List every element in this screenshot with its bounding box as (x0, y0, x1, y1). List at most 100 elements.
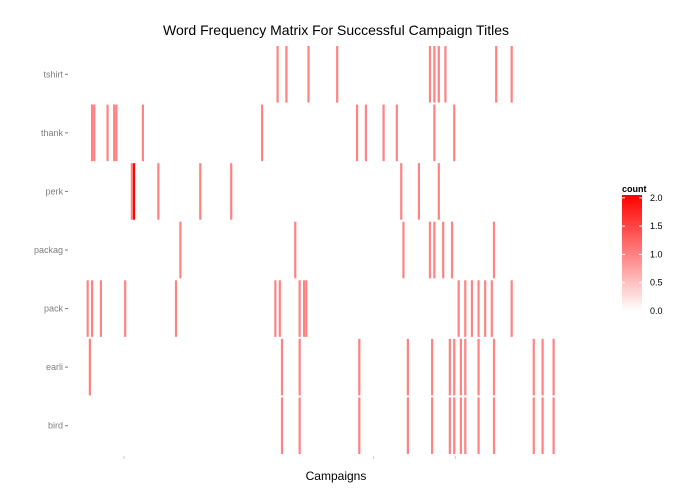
heatmap-cell-thank-33 (141, 104, 144, 162)
heatmap-cell-tshirt-200 (510, 46, 513, 103)
heatmap-cell-bird-96 (280, 397, 284, 454)
y-tick-label-thank: thank (41, 128, 64, 138)
heatmap-cell-earli-219 (552, 338, 555, 396)
heatmap-cell-pack-179 (464, 280, 467, 337)
legend: count 2.0 1.5 1.0 0.5 0.0 (622, 184, 663, 316)
heatmap-cell-perk-28 (130, 163, 133, 220)
heatmap-cell-earli-104 (298, 338, 301, 396)
heatmap-cell-thank-87 (261, 104, 264, 162)
heatmap-cell-tshirt-94 (276, 46, 279, 103)
heatmap-cell-pack-185 (477, 280, 480, 337)
heatmap-cell-perk-59 (199, 163, 202, 220)
heatmap-cell-packag-50 (179, 221, 182, 279)
heatmap-cell-bird-179 (464, 397, 467, 454)
heatmap-cell-earli-174 (453, 338, 456, 396)
heatmap-cell-bird-185 (477, 397, 480, 454)
heatmap-cell-thank-165 (433, 104, 436, 162)
heatmap-cell-earli-131 (358, 338, 361, 396)
heatmap-cell-bird-177 (459, 397, 462, 454)
heatmap-cell-tshirt-98 (285, 46, 288, 103)
heatmap-cell-pack-8 (86, 280, 89, 337)
y-tick-label-tshirt: tshirt (43, 69, 63, 79)
heatmap-cell-bird-210 (532, 397, 535, 454)
legend-tick-label-0: 2.0 (650, 193, 663, 203)
heatmap-cell-pack-48 (174, 280, 178, 337)
legend-tick-label-2: 1.0 (650, 249, 663, 259)
heatmap-cell-bird-192 (492, 397, 496, 454)
y-tick-label-packag: packag (34, 245, 63, 255)
heatmap-cell-earli-179 (464, 338, 467, 396)
heatmap-cell-tshirt-163 (428, 46, 432, 103)
heatmap-cell-earli-164 (431, 338, 434, 396)
heatmap-cell-perk-73 (230, 163, 233, 220)
heatmap-cell-pack-95 (278, 280, 281, 337)
x-axis (123, 456, 456, 459)
heatmap-cell-bird-174 (453, 397, 456, 454)
heatmap-cell-tshirt-193 (495, 46, 498, 103)
heatmap-cell-pack-191 (490, 280, 493, 337)
heatmap-cell-packag-173 (450, 221, 454, 279)
heatmap-cell-pack-200 (510, 280, 513, 337)
heatmap-cell-thank-142 (382, 104, 385, 162)
x-axis-title: Campaigns (306, 469, 367, 483)
legend-title: count (622, 184, 647, 194)
heatmap-cell-earli-210 (532, 338, 535, 396)
heatmap-cell-tshirt-165 (433, 46, 436, 103)
heatmap-cell-earli-177 (459, 338, 462, 396)
heatmap-cell-earli-172 (448, 338, 451, 396)
heatmap-cell-pack-14 (99, 280, 103, 337)
heatmap-cell-pack-176 (457, 280, 460, 337)
heatmap-cell-pack-25 (124, 280, 127, 337)
heatmap-cell-bird-172 (448, 397, 451, 454)
y-tick-label-pack: pack (44, 304, 64, 314)
heatmap-cell-bird-131 (358, 397, 361, 454)
heatmap-cell-perk-167 (437, 163, 440, 220)
y-tick-label-earli: earli (46, 362, 63, 372)
heatmap-cell-thank-11 (93, 104, 96, 162)
heatmap-cell-earli-96 (280, 338, 284, 396)
heatmap-cell-thank-134 (364, 104, 368, 162)
heatmap-cell-thank-21 (115, 104, 118, 162)
heatmap-cell-earli-214 (541, 338, 544, 396)
heatmap-cell-pack-10 (90, 280, 94, 337)
heatmap-cell-perk-40 (157, 163, 160, 220)
y-tick-label-perk: perk (45, 186, 63, 196)
heatmap-cell-earli-153 (406, 338, 409, 396)
legend-tick-label-4: 0.0 (650, 306, 663, 316)
y-axis: tshirt thank perk packag pack earli bird (34, 69, 68, 431)
heatmap-cell-packag-165 (433, 221, 436, 279)
heatmap-cell-packag-169 (442, 221, 445, 279)
y-tick-label-bird: bird (48, 421, 63, 431)
heatmap-cell-bird-214 (541, 397, 544, 454)
heatmap-cell-earli-192 (492, 338, 496, 396)
heatmap-cell-thank-10 (90, 104, 94, 162)
plot-panel (86, 46, 555, 454)
heatmap-cell-tshirt-108 (307, 46, 310, 103)
heatmap-cell-perk-29 (132, 163, 136, 220)
heatmap-cell-bird-164 (431, 397, 434, 454)
heatmap-cell-earli-185 (477, 338, 480, 396)
heatmap-cell-thank-174 (453, 104, 456, 162)
heatmap-cell-packag-102 (294, 221, 297, 279)
heatmap-cell-bird-153 (406, 397, 409, 454)
chart-title: Word Frequency Matrix For Successful Cam… (163, 22, 509, 38)
heatmap-cell-pack-106 (302, 280, 306, 337)
heatmap-cell-bird-219 (552, 397, 555, 454)
legend-ticks: 2.0 1.5 1.0 0.5 0.0 (622, 193, 663, 316)
heatmap-cell-perk-158 (417, 163, 421, 220)
heatmap-cell-thank-20 (113, 104, 116, 162)
legend-tick-label-1: 1.5 (650, 221, 663, 231)
legend-tick-label-3: 0.5 (650, 278, 663, 288)
heatmap-cell-pack-104 (298, 280, 301, 337)
heatmap-cell-earli-9 (88, 338, 91, 396)
heatmap-cell-packag-151 (402, 221, 405, 279)
heatmap-cell-tshirt-167 (437, 46, 440, 103)
heatmap-cell-bird-104 (298, 397, 301, 454)
heatmap-cell-tshirt-121 (336, 46, 339, 103)
heatmap-cell-packag-163 (428, 221, 432, 279)
heatmap-cell-pack-182 (470, 280, 474, 337)
heatmap-cell-thank-130 (355, 104, 359, 162)
heatmap-cell-perk-150 (400, 163, 403, 220)
heatmap-cell-pack-107 (305, 280, 308, 337)
